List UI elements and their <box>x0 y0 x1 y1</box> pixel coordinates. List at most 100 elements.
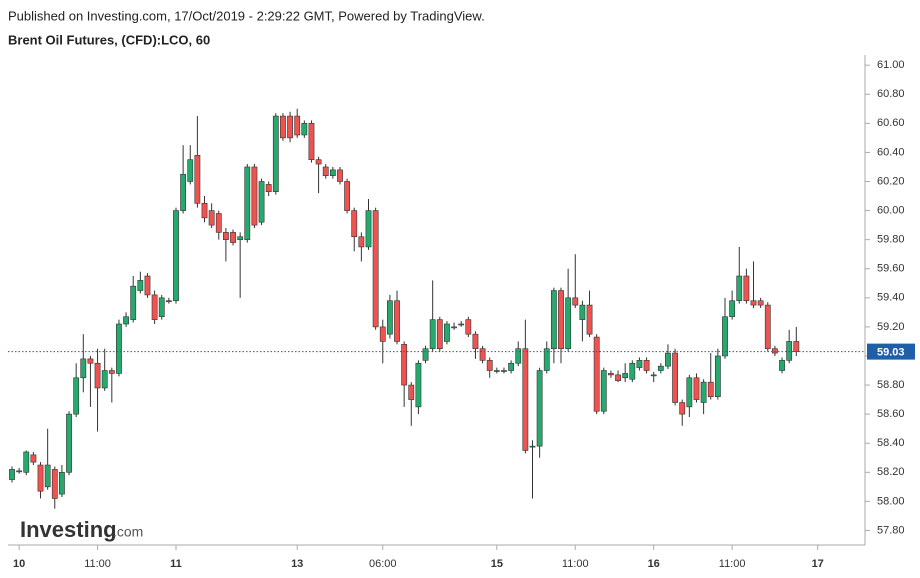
candle-body <box>280 115 286 139</box>
candle-body <box>223 232 229 240</box>
candle-body <box>173 210 179 302</box>
candle-body <box>608 373 614 376</box>
y-tick-label: 59.20 <box>877 321 905 333</box>
y-tick-label: 59.40 <box>877 292 905 304</box>
candle-body <box>550 290 557 350</box>
candle-body <box>130 285 137 320</box>
candle-body <box>44 464 51 488</box>
candle-body <box>458 323 465 326</box>
candle-body <box>151 294 158 320</box>
last-price-label: 59.03 <box>877 347 905 359</box>
candle-body <box>572 297 579 306</box>
candle-body <box>194 155 201 204</box>
y-tick-label: 60.20 <box>877 175 905 187</box>
x-tick-label: 13 <box>291 558 303 570</box>
candle-body <box>650 374 657 377</box>
candle-body <box>329 169 336 176</box>
candle-body <box>108 370 115 374</box>
y-tick-label: 59.80 <box>877 234 905 246</box>
candle-body <box>66 413 72 473</box>
x-tick-label: 11:00 <box>84 558 111 570</box>
x-tick-label: 11:00 <box>719 558 746 570</box>
candle-body <box>87 358 94 364</box>
candle-body <box>472 333 479 350</box>
candle-body <box>165 300 172 303</box>
candle-body <box>543 348 550 371</box>
candle-body <box>408 384 415 400</box>
candle-body <box>415 362 422 408</box>
candle-body <box>201 203 208 219</box>
candle-body <box>600 370 607 412</box>
watermark: .com <box>113 524 143 540</box>
candle-body <box>629 362 636 380</box>
y-tick-label: 58.20 <box>877 466 905 478</box>
watermark: Investing <box>20 517 117 542</box>
candle-body <box>379 326 386 342</box>
candle-body <box>365 210 372 248</box>
candle-body <box>51 469 58 499</box>
candle-body <box>736 275 743 302</box>
candle-body <box>308 123 315 160</box>
y-tick-label: 60.80 <box>877 88 905 100</box>
candle-body <box>344 181 351 211</box>
candle-body <box>707 381 714 397</box>
candle-body <box>558 290 564 350</box>
candle-body <box>643 360 650 371</box>
candle-body <box>615 374 621 381</box>
y-tick-label: 61.00 <box>877 59 905 71</box>
candle-body <box>237 236 244 240</box>
last-price-box <box>867 343 915 360</box>
candle-body <box>394 300 400 342</box>
x-tick-label: 15 <box>491 558 503 570</box>
candle-body <box>686 377 693 408</box>
candle-body <box>215 213 222 233</box>
candle-body <box>522 348 529 451</box>
x-tick-label: 17 <box>812 558 824 570</box>
candle-body <box>743 275 750 302</box>
candle-body <box>465 319 472 335</box>
candle-body <box>622 373 629 379</box>
candle-body <box>101 370 108 389</box>
candle-body <box>59 471 65 495</box>
candle-body <box>672 352 678 403</box>
candle-body <box>251 166 258 226</box>
candle-body <box>493 370 500 372</box>
candle-body <box>230 232 236 243</box>
x-tick-label: 06:00 <box>369 558 397 570</box>
candle-body <box>729 300 736 318</box>
candle-body <box>422 348 429 361</box>
candle-body <box>315 159 322 165</box>
candle-body <box>515 348 522 364</box>
candle-body <box>301 123 308 136</box>
candle-body <box>793 341 800 352</box>
candle-body <box>401 344 408 386</box>
y-tick-label: 60.60 <box>877 117 905 129</box>
y-tick-label: 58.40 <box>877 437 905 449</box>
candle-body <box>94 362 101 389</box>
candle-body <box>386 300 393 335</box>
candle-body <box>358 236 365 248</box>
candle-body <box>23 451 30 473</box>
candle-body <box>786 341 793 361</box>
x-tick-label: 16 <box>648 558 660 570</box>
candle-body <box>486 360 493 371</box>
candle-body <box>565 297 572 350</box>
candle-body <box>779 360 785 371</box>
x-tick-label: 11:00 <box>562 558 589 570</box>
candle-body <box>73 377 80 415</box>
candle-body <box>679 402 686 415</box>
candle-body <box>636 360 643 368</box>
candle-body <box>16 470 23 473</box>
candle-body <box>757 300 764 306</box>
y-tick-label: 60.40 <box>877 146 905 158</box>
candle-body <box>258 181 265 223</box>
candle-body <box>657 365 664 371</box>
candle-body <box>508 362 514 371</box>
candle-body <box>536 370 543 447</box>
candle-body <box>372 210 379 328</box>
candle-body <box>579 304 586 320</box>
candle-body <box>429 319 436 350</box>
x-tick-label: 10 <box>13 558 25 570</box>
candle-body <box>265 184 272 192</box>
